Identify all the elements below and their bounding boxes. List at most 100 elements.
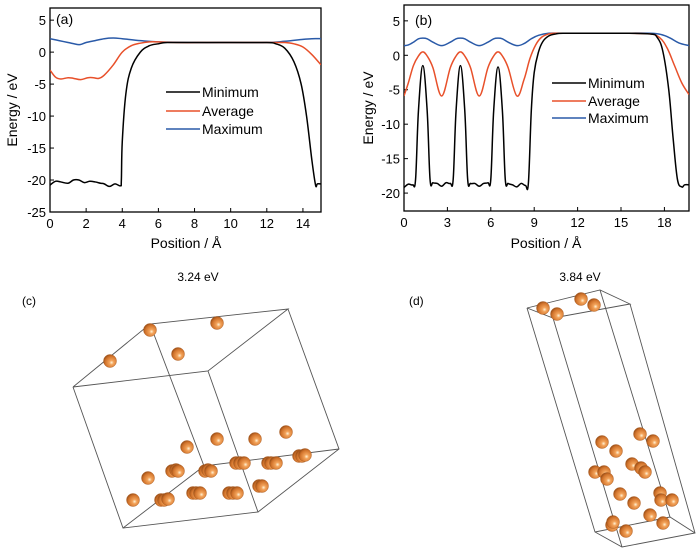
atom [665, 493, 679, 507]
atom [613, 487, 627, 501]
y-tick-label: -5 [388, 83, 400, 98]
series-line-minimum [404, 32, 689, 191]
panel-a-axes: 0 2 4 6 8 10 12 14 5 0 -5 -10 -15 -20 -25 [27, 7, 322, 231]
x-tick-label: 14 [296, 216, 310, 231]
panel-a-chart: 0 2 4 6 8 10 12 14 5 0 -5 -10 -15 -20 -25 (a) Position… [4, 7, 322, 251]
x-tick-label: 12 [570, 215, 584, 230]
cell-edge [149, 323, 340, 467]
panel-a-series [50, 37, 321, 188]
atom [550, 307, 564, 321]
panel-b-label: (b) [415, 12, 432, 28]
atom [609, 444, 623, 458]
atom [237, 456, 251, 470]
series-line-average [50, 41, 321, 81]
y-tick-label: 5 [39, 13, 46, 28]
y-tick-label: -25 [27, 205, 46, 220]
atom [574, 292, 588, 306]
x-tick-label: 9 [531, 215, 538, 230]
panel-b-axes: 0 3 6 9 12 15 18 5 0 -5 -10 -15 -20 [381, 4, 690, 230]
structure-d-unit-cell [526, 289, 696, 548]
atom [171, 347, 185, 361]
atom [126, 493, 140, 507]
legend-label-maximum: Maximum [588, 110, 649, 126]
atom [536, 301, 550, 315]
atom [103, 354, 117, 368]
atom [161, 492, 175, 506]
x-tick-label: 10 [223, 216, 237, 231]
panel-a-legend: Minimum Average Maximum [166, 84, 263, 137]
x-tick-label: 18 [657, 215, 671, 230]
panel-b-legend: Minimum Average Maximum [552, 75, 649, 126]
panel-b-series [404, 32, 689, 191]
y-tick-label: 0 [39, 45, 46, 60]
y-tick-label: -10 [27, 109, 46, 124]
atom [633, 427, 647, 441]
structure-d-energy-caption: 3.84 eV [559, 270, 600, 284]
legend-label-minimum: Minimum [588, 75, 645, 91]
atom [171, 464, 185, 478]
panel-b-chart: 0 3 6 9 12 15 18 5 0 -5 -10 -15 -20 (b) Position / Å… [360, 4, 690, 251]
atom [646, 434, 660, 448]
atom [269, 456, 283, 470]
x-tick-label: 6 [487, 215, 494, 230]
series-line-maximum [50, 37, 321, 46]
panel-a-label: (a) [56, 11, 73, 27]
atom [627, 496, 641, 510]
y-tick-label: 0 [393, 48, 400, 63]
cell-edge [257, 308, 340, 513]
atom [248, 432, 262, 446]
x-tick-label: 0 [46, 216, 53, 231]
structure-c-label: (c) [22, 294, 36, 308]
legend-label-average: Average [202, 103, 254, 119]
cell-edge [552, 317, 623, 548]
structure-c-atoms [103, 316, 312, 507]
x-tick-label: 3 [444, 215, 451, 230]
x-tick-label: 8 [191, 216, 198, 231]
series-line-average [404, 32, 689, 97]
y-tick-label: -10 [381, 117, 400, 132]
panel-a-xlabel: Position / Å [151, 235, 222, 251]
atom [600, 472, 614, 486]
atom [279, 425, 293, 439]
atom [606, 515, 620, 529]
x-tick-label: 6 [155, 216, 162, 231]
atom [298, 448, 312, 462]
y-tick-label: -20 [381, 186, 400, 201]
cell-edge [599, 289, 671, 518]
x-tick-label: 2 [83, 216, 90, 231]
y-tick-label: -20 [27, 173, 46, 188]
structure-c-energy-caption: 3.24 eV [177, 270, 218, 284]
x-tick-label: 15 [614, 215, 628, 230]
atom [638, 465, 652, 479]
atom [656, 516, 670, 530]
series-line-minimum [50, 41, 321, 188]
atom [204, 464, 218, 478]
x-tick-label: 4 [119, 216, 126, 231]
structure-d-atoms [536, 292, 679, 538]
legend-label-minimum: Minimum [202, 84, 259, 100]
panel-b-ylabel: Energy / eV [360, 71, 376, 145]
atom [255, 479, 269, 493]
plot-frame [403, 4, 690, 212]
atom [210, 316, 224, 330]
legend-label-average: Average [588, 93, 640, 109]
cell-edge [72, 370, 259, 529]
y-tick-label: 5 [393, 14, 400, 29]
y-tick-label: -15 [381, 152, 400, 167]
atom [587, 298, 601, 312]
atom [595, 435, 609, 449]
y-tick-label: -15 [27, 141, 46, 156]
x-tick-label: 12 [260, 216, 274, 231]
atom [619, 524, 633, 538]
y-tick-label: -5 [34, 77, 46, 92]
atom [193, 486, 207, 500]
atom [143, 323, 157, 337]
atom [210, 432, 224, 446]
plot-frame [49, 7, 322, 213]
structure-d-label: (d) [409, 294, 424, 308]
atom [180, 440, 194, 454]
panel-a-ylabel: Energy / eV [4, 73, 20, 147]
atom [141, 471, 155, 485]
atom [230, 486, 244, 500]
legend-label-maximum: Maximum [202, 121, 263, 137]
